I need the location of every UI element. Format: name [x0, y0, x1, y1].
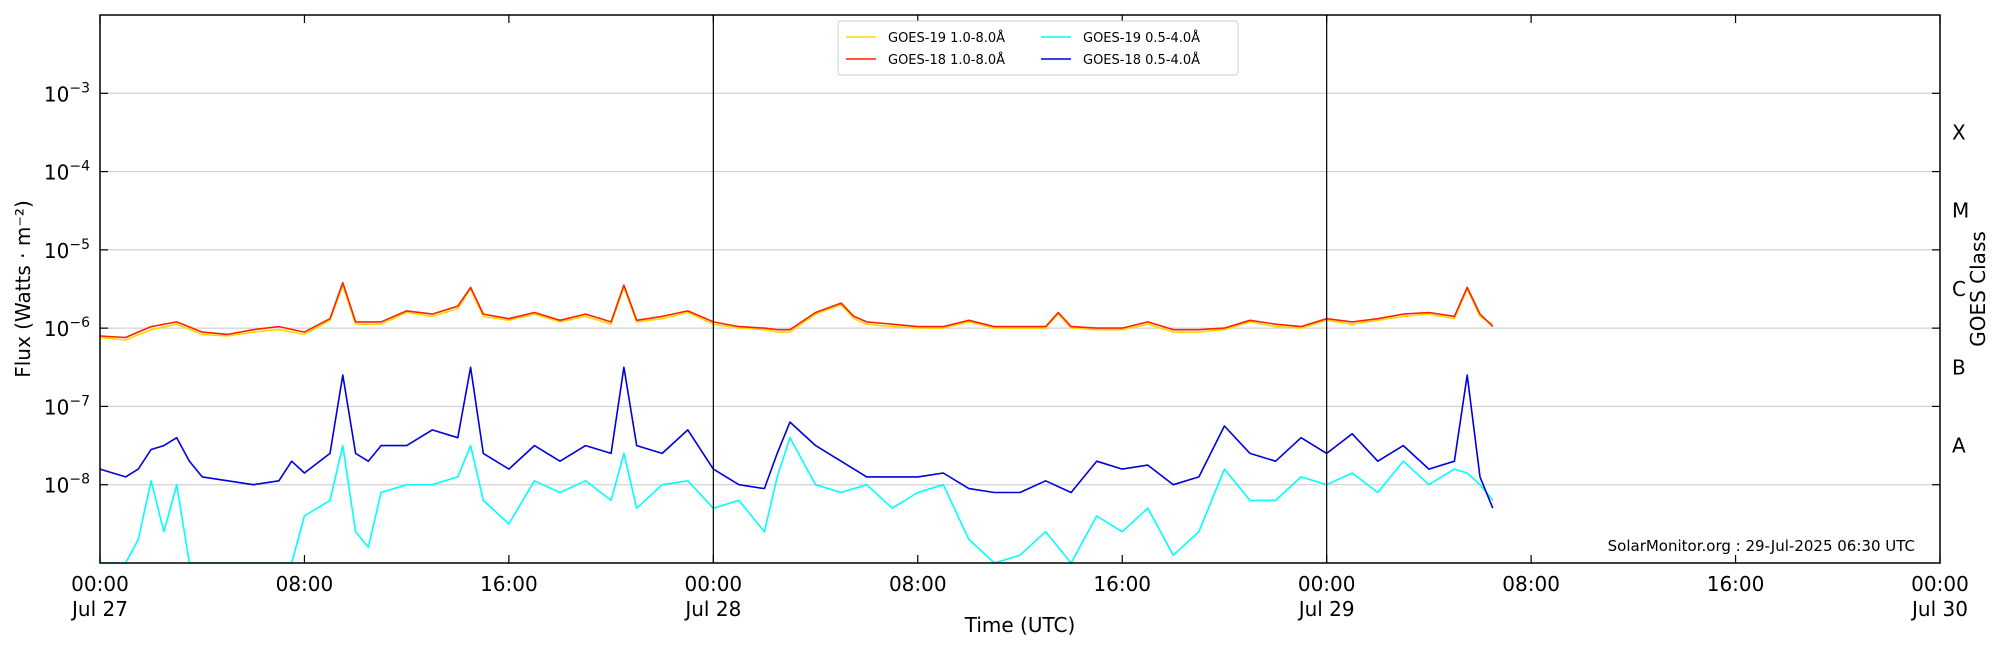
credit-text: SolarMonitor.org : 29-Jul-2025 06:30 UTC	[1608, 537, 1915, 555]
plot-frame	[99, 14, 1941, 564]
goes-class-label: M	[1952, 199, 1969, 223]
x-tick-date-label: Jul 27	[70, 597, 128, 621]
x-tick-label: 16:00	[1707, 572, 1765, 596]
goes-class-label: C	[1952, 277, 1966, 301]
x-tick-date-label: Jul 28	[683, 597, 741, 621]
legend-label: GOES-18 0.5-4.0Å	[1083, 52, 1200, 68]
legend-label: GOES-19 1.0-8.0Å	[888, 30, 1005, 46]
x-tick-date-label: Jul 30	[1910, 597, 1968, 621]
x-axis-title: Time (UTC)	[964, 613, 1076, 637]
x-tick-label: 16:00	[1093, 572, 1151, 596]
y-axis-right-title: GOES Class	[1966, 231, 1990, 347]
y-axis-title: Flux (Watts · m⁻²)	[11, 200, 35, 378]
series-line	[99, 366, 1494, 509]
y-tick-label: 10−5	[44, 237, 90, 263]
y-tick-label: 10−8	[44, 472, 90, 498]
series-line	[99, 284, 1494, 341]
series-line	[100, 436, 1494, 564]
goes-class-label: X	[1952, 120, 1966, 144]
y-tick-label: 10−3	[44, 80, 90, 106]
x-tick-label: 08:00	[1502, 572, 1560, 596]
x-tick-label: 00:00	[1298, 572, 1356, 596]
x-tick-label: 00:00	[1911, 572, 1969, 596]
y-tick-label: 10−4	[44, 159, 90, 185]
x-tick-label: 00:00	[685, 572, 743, 596]
legend-label: GOES-18 1.0-8.0Å	[888, 52, 1005, 68]
goes-class-label: A	[1952, 434, 1966, 458]
x-tick-label: 08:00	[276, 572, 334, 596]
x-tick-date-label: Jul 29	[1297, 597, 1355, 621]
series-lines	[99, 281, 1494, 564]
y-tick-label: 10−6	[44, 315, 90, 341]
grid-lines	[100, 92, 1940, 486]
x-tick-label: 00:00	[71, 572, 129, 596]
x-tick-label: 16:00	[480, 572, 538, 596]
y-axis-ticks: 10−8 10−7 10−6 10−5 10−4 10−3	[44, 80, 1940, 498]
x-tick-label: 08:00	[889, 572, 947, 596]
day-boundary-lines	[712, 15, 1328, 563]
legend-label: GOES-19 0.5-4.0Å	[1083, 30, 1200, 46]
goes-class-label: B	[1952, 355, 1966, 379]
legend: GOES-19 1.0-8.0Å GOES-18 1.0-8.0Å GOES-19 …	[837, 20, 1239, 76]
y-tick-label: 10−7	[44, 393, 90, 419]
legend-box	[837, 20, 1239, 76]
goes-class-labels: A B C M X	[1952, 120, 1969, 457]
series-line	[99, 281, 1494, 339]
